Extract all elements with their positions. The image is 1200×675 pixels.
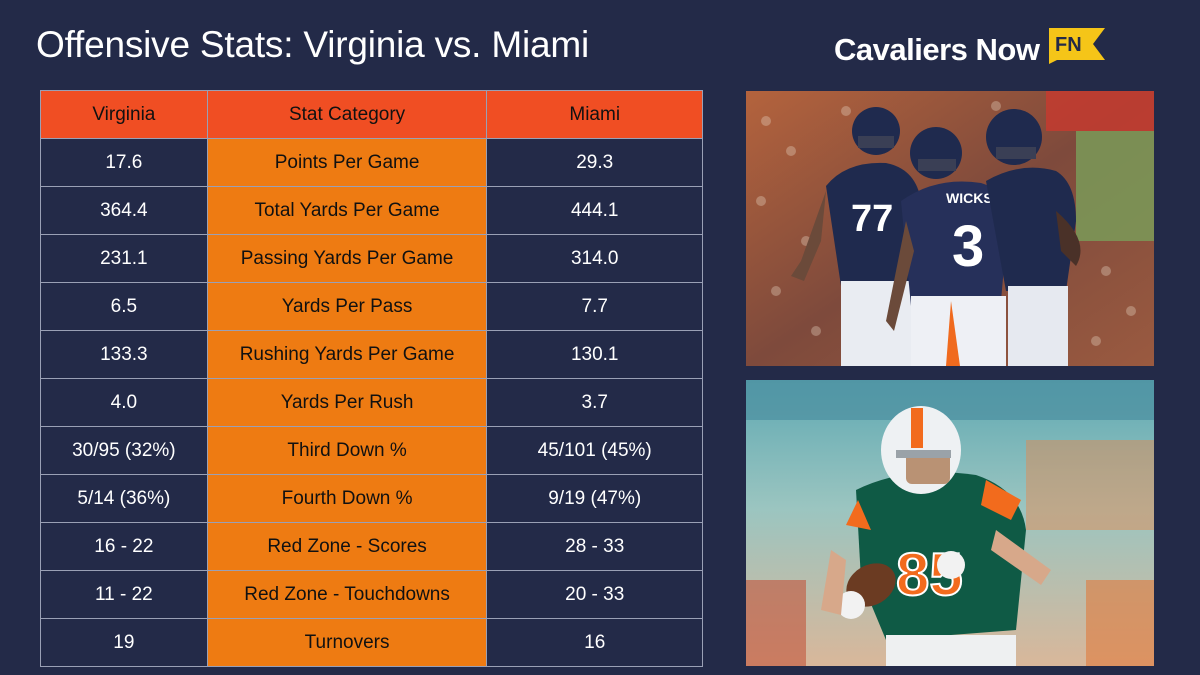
stat-category: Fourth Down % [206,474,488,523]
table-row: 4.0 Yards Per Rush 3.7 [40,378,703,427]
miami-value: 130.1 [486,330,703,379]
table-row: 364.4 Total Yards Per Game 444.1 [40,186,703,235]
virginia-value: 17.6 [40,138,208,187]
table-header-row: Virginia Stat Category Miami [40,90,703,139]
table-row: 133.3 Rushing Yards Per Game 130.1 [40,330,703,379]
table-row: 30/95 (32%) Third Down % 45/101 (45%) [40,426,703,475]
virginia-value: 4.0 [40,378,208,427]
page-title: Offensive Stats: Virginia vs. Miami [36,24,590,65]
virginia-value: 11 - 22 [40,570,208,619]
header-miami: Miami [486,90,703,139]
stat-category: Rushing Yards Per Game [206,330,488,379]
miami-value: 7.7 [486,282,703,331]
table-row: 6.5 Yards Per Pass 7.7 [40,282,703,331]
virginia-value: 133.3 [40,330,208,379]
stat-category: Total Yards Per Game [206,186,488,235]
table-row: 17.6 Points Per Game 29.3 [40,138,703,187]
jersey-number-77: 77 [851,198,893,240]
virginia-players-photo: 77 WICKS 3 [746,91,1154,366]
virginia-value: 16 - 22 [40,522,208,571]
stat-category: Yards Per Rush [206,378,488,427]
stat-category: Third Down % [206,426,488,475]
table-row: 5/14 (36%) Fourth Down % 9/19 (47%) [40,474,703,523]
miami-value: 45/101 (45%) [486,426,703,475]
miami-player-photo: 85 [746,380,1154,666]
virginia-value: 364.4 [40,186,208,235]
virginia-value: 5/14 (36%) [40,474,208,523]
jersey-number-3: 3 [952,214,984,279]
table-row: 11 - 22 Red Zone - Touchdowns 20 - 33 [40,570,703,619]
stat-category: Turnovers [206,618,488,667]
stat-category: Passing Yards Per Game [206,234,488,283]
virginia-value: 6.5 [40,282,208,331]
brand-name: Cavaliers Now [834,32,1040,67]
miami-value: 20 - 33 [486,570,703,619]
fn-badge-icon: FN [1049,28,1106,64]
virginia-value: 30/95 (32%) [40,426,208,475]
table-row: 19 Turnovers 16 [40,618,703,667]
miami-value: 9/19 (47%) [486,474,703,523]
virginia-value: 19 [40,618,208,667]
jersey-nameplate: WICKS [946,190,993,206]
brand-logo[interactable]: Cavaliers Now FN [834,26,1107,68]
stat-category: Yards Per Pass [206,282,488,331]
stat-category: Red Zone - Touchdowns [206,570,488,619]
table-row: 16 - 22 Red Zone - Scores 28 - 33 [40,522,703,571]
header-virginia: Virginia [40,90,208,139]
stat-category: Points Per Game [206,138,488,187]
miami-value: 444.1 [486,186,703,235]
header-stat-category: Stat Category [206,90,488,139]
stat-category: Red Zone - Scores [206,522,488,571]
miami-value: 29.3 [486,138,703,187]
brand-badge-text: FN [1055,34,1082,56]
stats-table: Virginia Stat Category Miami 17.6 Points… [40,90,703,667]
miami-value: 16 [486,618,703,667]
virginia-value: 231.1 [40,234,208,283]
miami-value: 3.7 [486,378,703,427]
miami-value: 314.0 [486,234,703,283]
miami-value: 28 - 33 [486,522,703,571]
table-row: 231.1 Passing Yards Per Game 314.0 [40,234,703,283]
